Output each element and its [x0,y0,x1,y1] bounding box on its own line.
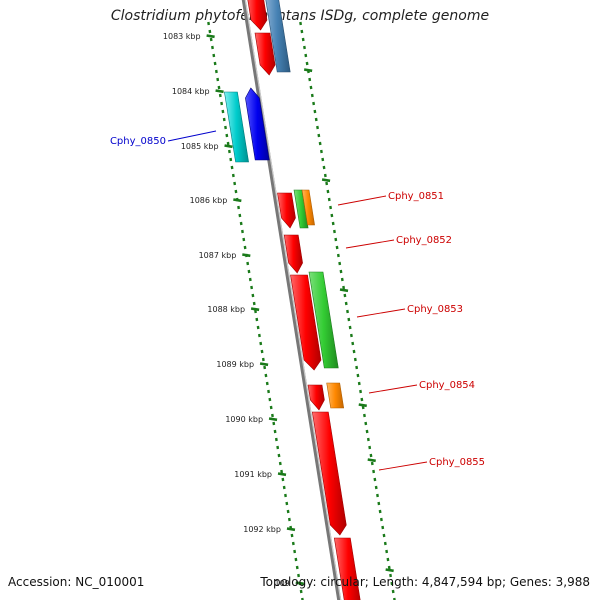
kbp-tick-label: 1083 kbp [163,32,201,41]
gene-arrow-red [307,384,325,411]
kbp-tick-label: 1084 kbp [172,87,210,96]
outer-major-tick [339,288,349,293]
kbp-major-tick [206,34,215,39]
kbp-tick-label: 1086 kbp [190,196,228,205]
kbp-major-tick [277,472,287,477]
gene-features [224,0,361,600]
outer-major-tick [321,178,331,183]
kbp-tick-label: 1091 kbp [234,470,272,479]
gene-arrow-red [277,192,296,229]
kbp-tick-label: 1089 kbp [216,360,254,369]
genome-summary-text: Topology: circular; Length: 4,847,594 bp… [260,575,590,589]
gene-block-cyan [224,91,249,163]
tick-rings [206,21,396,600]
kbp-tick-label: 1088 kbp [207,305,245,314]
kbp-major-tick [295,581,304,586]
gene-label[interactable]: Cphy_0853 [407,304,463,315]
accession-text: Accession: NC_010001 [8,575,145,589]
gene-label[interactable]: Cphy_0851 [388,191,444,202]
kbp-major-tick [242,253,251,258]
kbp-tick-label: 1092 kbp [243,525,281,534]
backbone-highlight [244,0,342,600]
gene-arrow-red [283,234,303,274]
gene-label[interactable]: Cphy_0854 [419,380,475,391]
outer-major-tick [385,568,394,573]
kbp-tick-label: 1085 kbp [181,142,219,151]
gene-label[interactable]: Cphy_0855 [429,457,485,468]
map-title: Clostridium phytofermentans ISDg, comple… [110,8,490,24]
gene-arrow-red [247,0,268,31]
backbone [241,0,342,600]
gene-label-leader [167,130,217,142]
kbp-major-tick [233,198,242,203]
kbp-major-tick [259,362,269,367]
kbp-major-tick [268,417,278,422]
gene-label[interactable]: Cphy_0852 [396,235,452,246]
outer-major-tick [367,458,376,463]
gene-arrow-red [254,32,276,76]
gene-label-leader [337,195,387,206]
outer-tick-ring [299,21,396,600]
kbp-tick-label: 109 [274,579,289,588]
gene-label-leader [368,384,418,394]
labels: 1083 kbp 1084 kbp 1085 kbp 1086 kbp 1087 kbp… [110,32,485,588]
outer-major-tick [358,403,367,408]
gene-label-leader [378,461,428,471]
gene-label-leader [356,308,406,318]
kbp-major-tick [286,527,296,532]
gene-arrow-red [290,274,322,371]
backbone-line [241,0,342,600]
kbp-tick-label: 1090 kbp [225,415,263,424]
kbp-major-tick [224,144,233,149]
kbp-major-tick [215,89,224,94]
kbp-tick-label: 1087 kbp [199,251,237,260]
gene-block-orange [326,382,345,409]
gene-block-orange [301,189,315,226]
gene-arrow-red [311,411,347,536]
gene-block-green [308,271,339,369]
kbp-major-tick [250,307,260,312]
gene-label-leader [345,239,395,249]
outer-major-tick [303,68,313,73]
gene-arrow-blue [245,87,270,161]
gene-block-green [293,189,309,229]
gene-block-steelblue [265,0,291,73]
gene-arrow-red [333,537,361,600]
gene-label[interactable]: Cphy_0850 [110,136,166,147]
